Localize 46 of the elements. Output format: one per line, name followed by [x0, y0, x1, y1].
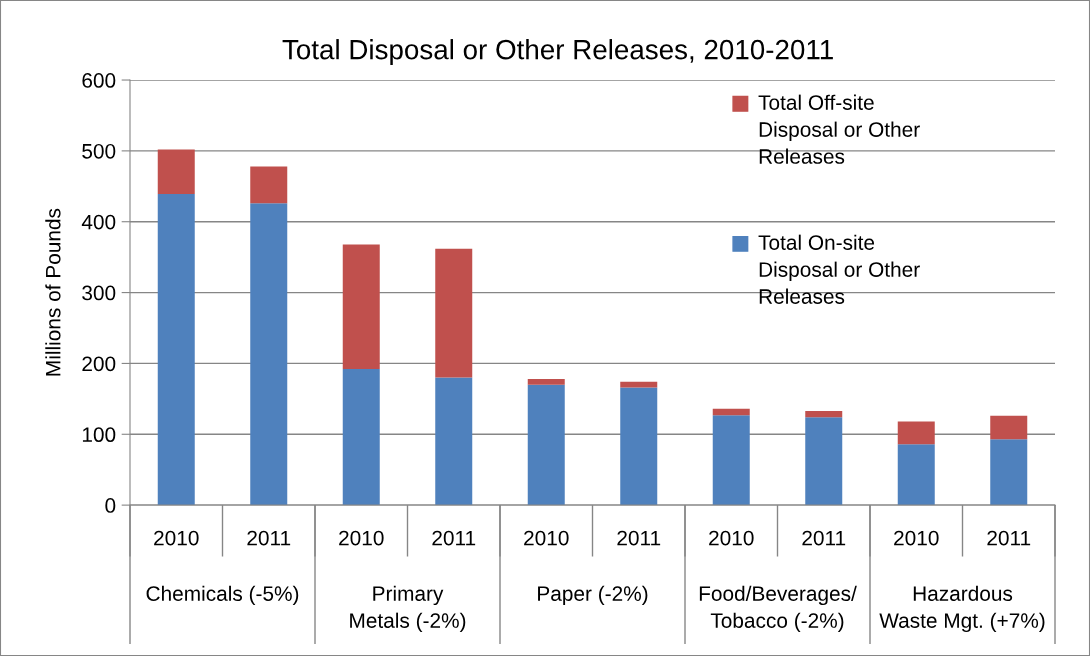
bar: [805, 417, 843, 506]
y-tick-label: 300: [82, 285, 116, 301]
bar: [527, 379, 565, 385]
bar: [897, 421, 935, 445]
bar: [990, 439, 1028, 506]
x-tick-label: 2011: [617, 530, 661, 546]
bar: [897, 444, 935, 506]
x-tick-label: 2011: [802, 530, 846, 546]
x-tick-label: 2010: [154, 530, 199, 546]
text: Chemicals (-5%): [146, 585, 299, 606]
y-tick-label: 600: [82, 73, 116, 88]
bar: [342, 244, 380, 370]
bar: [712, 415, 750, 506]
chart-title: Total Disposal or Other Releases, 2010-2011: [282, 39, 833, 65]
y-tick-label: 500: [82, 143, 116, 159]
bar: [435, 248, 473, 378]
y-tick-label: 0: [105, 498, 116, 513]
x-tick-label: 2010: [894, 530, 939, 546]
bar: [620, 381, 658, 388]
bar: [342, 369, 380, 506]
x-tick-label: 2011: [432, 530, 476, 546]
bar: [527, 384, 565, 506]
bar: [157, 149, 195, 195]
bar: [620, 387, 658, 506]
legend-label: Total On-site Disposal or Other Releases: [758, 234, 920, 304]
bar: [805, 410, 843, 418]
legend-label: Total Off-site Disposal or Other Releases: [758, 94, 920, 164]
y-tick-label: 100: [82, 427, 116, 443]
x-tick-label: 2011: [247, 530, 291, 546]
bar: [435, 377, 473, 506]
text: Paper (-2%): [538, 585, 648, 606]
bar: [250, 203, 288, 506]
text: Food/Beverages/ Tobacco (-2%): [699, 585, 857, 633]
bar: [712, 408, 750, 416]
x-tick-label: 2010: [339, 530, 384, 546]
y-tick-label: 400: [81, 214, 116, 230]
y-tick-label: 200: [82, 356, 116, 372]
text: Hazardous Waste Mgt. (+7%): [879, 585, 1045, 633]
x-tick-label: 2010: [709, 530, 754, 546]
bar: [990, 415, 1028, 440]
x-tick-label: 2011: [987, 530, 1031, 546]
x-tick-label: 2010: [524, 530, 569, 546]
text: Primary Metals (-2%): [350, 585, 466, 633]
y-axis-title: Millions of Pounds: [45, 208, 61, 376]
bar: [157, 194, 195, 506]
bar: [250, 166, 288, 204]
